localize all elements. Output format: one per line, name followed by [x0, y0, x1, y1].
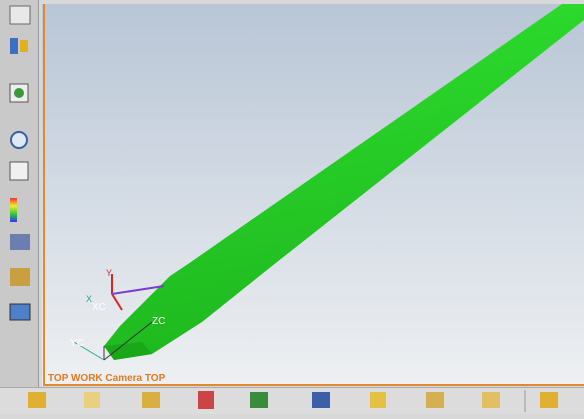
- tool-button[interactable]: [312, 392, 330, 408]
- tool-button[interactable]: [10, 198, 17, 222]
- tool-button[interactable]: [10, 131, 28, 149]
- triad-axis: [103, 321, 153, 361]
- icon-dot: [14, 88, 24, 98]
- tool-button[interactable]: [84, 392, 100, 408]
- triad-label: ZC: [152, 316, 165, 327]
- triad-label: X: [86, 294, 92, 304]
- tool-button[interactable]: [426, 392, 444, 408]
- triad-axis: [111, 293, 123, 311]
- triad-label: YC: [70, 338, 84, 349]
- tool-button[interactable]: [540, 392, 558, 408]
- left-toolbar: [0, 0, 39, 387]
- triad-axis: [111, 285, 165, 295]
- tool-button[interactable]: [370, 392, 386, 408]
- graphics-viewport[interactable]: YC XC ZC Y X TOP WORK Camera TOP: [42, 4, 584, 386]
- tool-button[interactable]: [9, 5, 31, 25]
- triad-axis: [73, 341, 105, 361]
- tool-button[interactable]: [20, 40, 28, 52]
- bottom-toolbar: [0, 387, 584, 414]
- blade-body[interactable]: [104, 4, 584, 360]
- tool-button[interactable]: [28, 392, 46, 408]
- tool-button[interactable]: [10, 38, 18, 54]
- tool-button[interactable]: [198, 391, 214, 409]
- tool-button[interactable]: [9, 303, 31, 321]
- tool-button[interactable]: [250, 392, 268, 408]
- triad-label: XC: [92, 302, 106, 313]
- triad-label: Y: [106, 268, 112, 278]
- tool-button[interactable]: [142, 392, 160, 408]
- tool-button[interactable]: [482, 392, 500, 408]
- left-toolbar-icons: [9, 5, 31, 321]
- tool-button[interactable]: [10, 234, 30, 250]
- view-label: TOP WORK Camera TOP: [48, 373, 166, 384]
- blade-root: [104, 342, 152, 360]
- tool-button[interactable]: [10, 268, 30, 286]
- tool-button[interactable]: [9, 161, 29, 181]
- bottom-toolbar-icons: [28, 390, 558, 412]
